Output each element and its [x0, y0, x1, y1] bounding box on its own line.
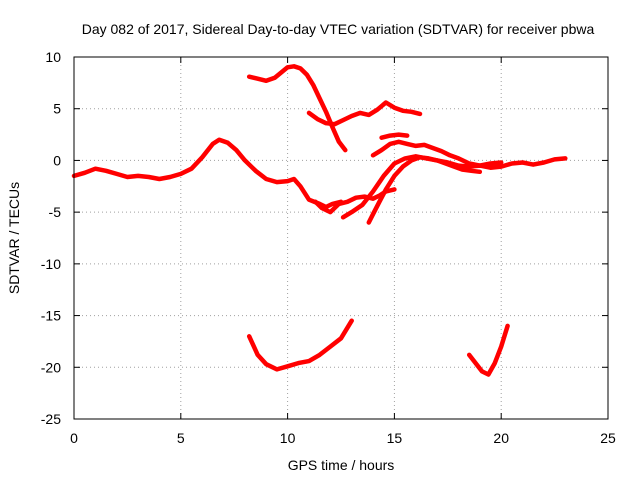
y-tick-label: 10	[45, 49, 61, 65]
chart-title: Day 082 of 2017, Sidereal Day-to-day VTE…	[82, 21, 595, 37]
plot-frame	[73, 56, 609, 420]
y-tick-label: -25	[41, 411, 61, 427]
series-group	[71, 64, 568, 377]
series-line-track-5	[370, 139, 504, 168]
series-line-track-9	[246, 318, 354, 372]
series-line-track-10	[466, 323, 510, 377]
series-line-track-6	[379, 132, 410, 140]
y-axis-label: SDTVAR / TECUs	[6, 182, 22, 294]
series-line-track-7	[246, 64, 348, 153]
y-tick-label: -15	[41, 308, 61, 324]
y-tick-label: -10	[41, 256, 61, 272]
grid	[74, 57, 608, 419]
axes: 0 5 10 15 20 25 -25 -20 -15 -10 -5 0 5 10	[41, 49, 616, 446]
series-line-track-4	[366, 155, 483, 225]
series-line-track-8	[306, 100, 423, 127]
x-tick-label: 15	[387, 430, 403, 446]
x-tick-label: 10	[280, 430, 296, 446]
x-tick-label: 5	[177, 430, 185, 446]
x-tick-label: 0	[70, 430, 78, 446]
x-tick-label: 20	[493, 430, 509, 446]
x-tick-label: 25	[600, 430, 616, 446]
y-tick-label: -5	[49, 204, 62, 220]
y-tick-label: 0	[53, 152, 61, 168]
series-line-track-1	[71, 137, 344, 210]
y-tick-label: -20	[41, 359, 61, 375]
y-tick-label: 5	[53, 101, 61, 117]
x-axis-label: GPS time / hours	[288, 457, 395, 473]
